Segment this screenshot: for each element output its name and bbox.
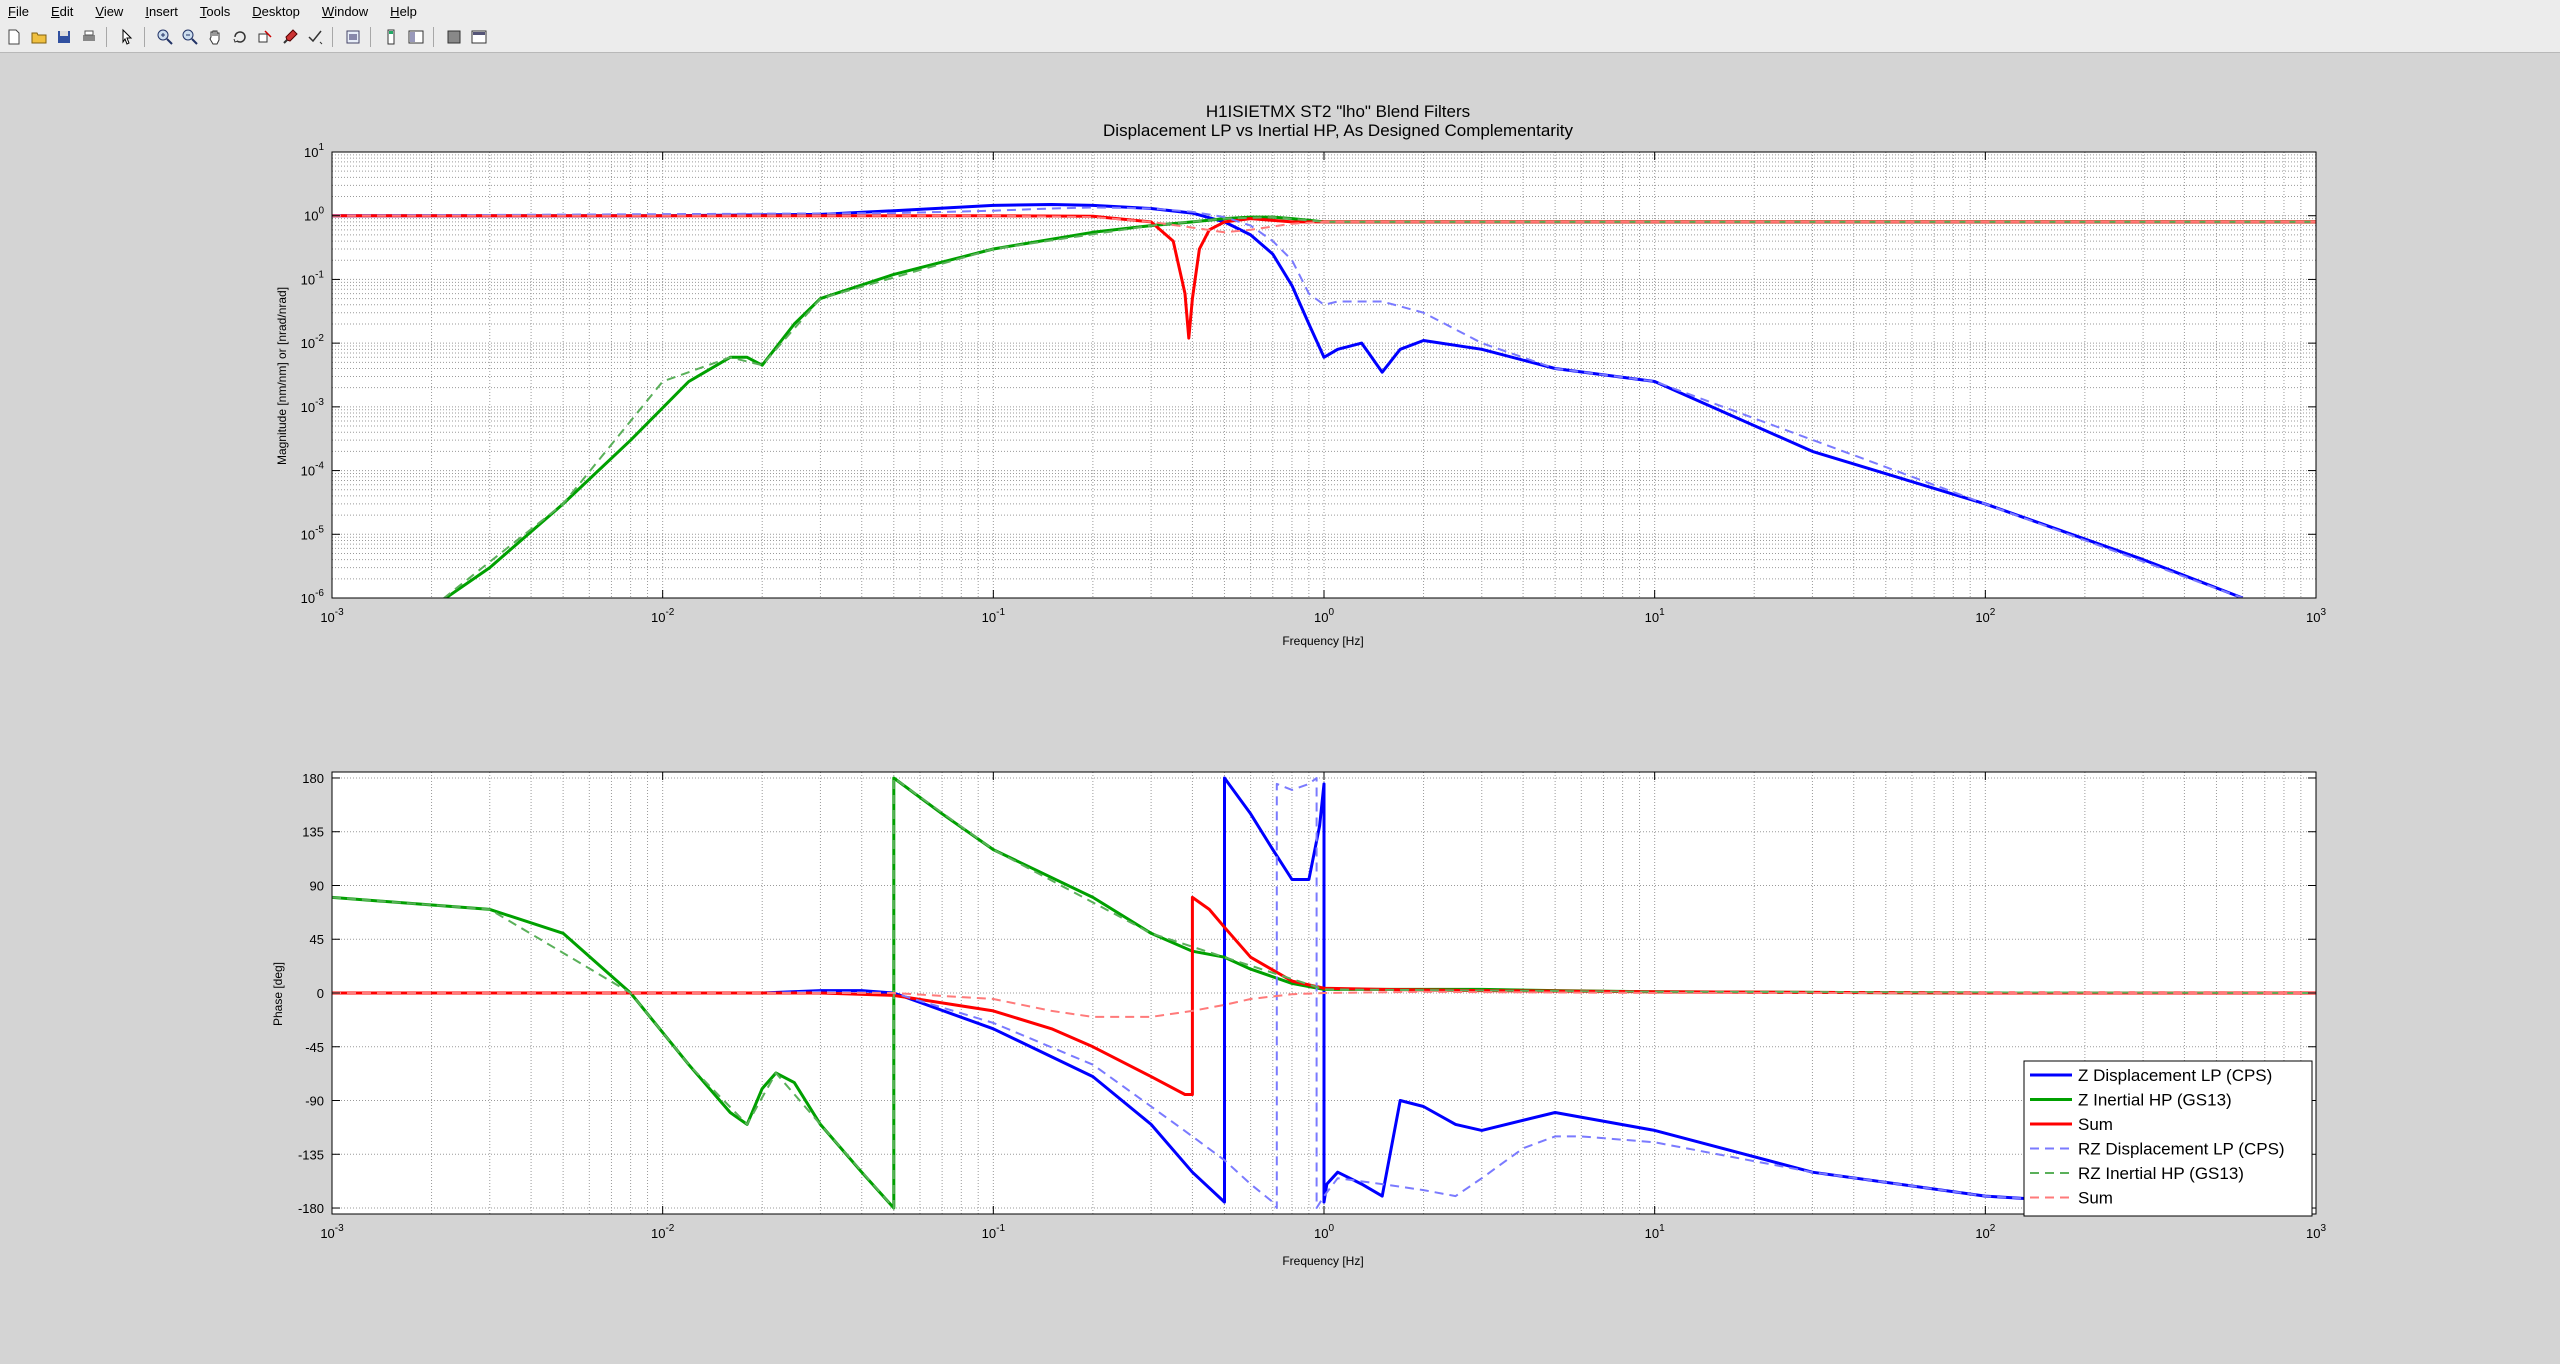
menu-desktop[interactable]: Desktop <box>252 3 300 19</box>
y-tick-label: 135 <box>302 825 324 840</box>
y-tick-label: 45 <box>310 932 324 947</box>
menu-edit[interactable]: Edit <box>50 3 74 19</box>
phase-x-label: Frequency [Hz] <box>1282 1254 1363 1268</box>
y-tick-label: -135 <box>298 1147 324 1162</box>
series-line-3 <box>332 777 2144 1209</box>
menu-window[interactable]: Window <box>321 3 369 19</box>
y-tick-label: 10-5 <box>301 524 325 542</box>
series-line-5 <box>332 990 2316 1018</box>
series-line-5 <box>332 214 2316 234</box>
magnitude-y-label: Magnitude [nm/nm] or [nrad/nrad] <box>275 287 289 465</box>
toolbar-separator <box>144 27 145 47</box>
x-tick-label: 100 <box>1314 607 1334 625</box>
x-tick-label: 101 <box>1645 1223 1665 1241</box>
y-tick-label: 10-1 <box>301 269 325 287</box>
figure-toolbar <box>0 22 2560 53</box>
edit-plot-arrow-icon[interactable] <box>116 26 138 48</box>
legend-box <box>2023 1060 2313 1217</box>
toolbar-separator <box>370 27 371 47</box>
x-tick-label: 10-3 <box>320 1223 344 1241</box>
menu-insert[interactable]: Insert <box>145 3 178 19</box>
toolbar-separator <box>332 27 333 47</box>
y-tick-label: 0 <box>317 986 324 1001</box>
y-tick-label: -45 <box>305 1040 324 1055</box>
y-tick-label: 10-4 <box>301 461 325 479</box>
x-tick-label: 10-1 <box>982 1223 1006 1241</box>
series-group <box>332 203 2316 598</box>
legend-entry: Z Displacement LP (CPS) <box>2078 1066 2272 1085</box>
menu-help[interactable]: Help <box>390 3 417 19</box>
phase-legend[interactable]: Z Displacement LP (CPS) Z Inertial HP (GS… <box>2023 1060 2313 1217</box>
menu-view[interactable]: View <box>95 3 124 19</box>
rotate-3d-icon[interactable] <box>229 26 251 48</box>
series-line-3 <box>332 206 2243 598</box>
legend-entry: RZ Displacement LP (CPS) <box>2078 1140 2285 1159</box>
x-tick-label: 10-2 <box>651 607 675 625</box>
series-group <box>332 776 2316 1210</box>
data-cursor-icon[interactable] <box>254 26 276 48</box>
menu-bar: File Edit View Insert Tools Desktop Wind… <box>0 0 2560 22</box>
series-line-4 <box>442 216 2316 598</box>
x-tick-label: 103 <box>2306 1223 2326 1241</box>
insert-colorbar-icon[interactable] <box>342 26 364 48</box>
series-line-4 <box>332 777 2316 1209</box>
save-icon[interactable] <box>53 26 75 48</box>
toolbar-separator <box>433 27 434 47</box>
y-tick-label: 90 <box>310 878 324 893</box>
y-tick-label: -90 <box>305 1094 324 1109</box>
y-tick-label: 10-2 <box>301 333 325 351</box>
new-figure-icon[interactable] <box>3 26 25 48</box>
phase-axes[interactable]: 10-3 10-2 10-1 100 101 102 103 -180 -135 -90 -45 0 4… <box>298 771 2326 1241</box>
legend-entry: Sum <box>2078 1115 2113 1134</box>
menu-file[interactable]: File <box>8 3 29 19</box>
y-tick-label: 10-3 <box>301 397 325 415</box>
y-tick-label: 100 <box>304 206 324 224</box>
x-tick-label: 103 <box>2306 607 2326 625</box>
dock-figure-icon[interactable] <box>468 26 490 48</box>
phase-y-label: Phase [deg] <box>271 962 285 1026</box>
pan-hand-icon[interactable] <box>204 26 226 48</box>
show-plot-tools-icon[interactable] <box>443 26 465 48</box>
series-line-0 <box>332 776 2144 1208</box>
toolbar-separator <box>106 27 107 47</box>
zoom-out-icon[interactable] <box>179 26 201 48</box>
chart-subtitle: Displacement LP vs Inertial HP, As Desig… <box>1103 121 1573 140</box>
x-tick-label: 101 <box>1645 607 1665 625</box>
y-tick-label: -180 <box>298 1201 324 1216</box>
print-icon[interactable] <box>78 26 100 48</box>
brush-icon[interactable] <box>279 26 301 48</box>
open-file-icon[interactable] <box>28 26 50 48</box>
zoom-in-icon[interactable] <box>154 26 176 48</box>
link-plot-icon[interactable] <box>304 26 326 48</box>
legend-entry: Z Inertial HP (GS13) <box>2078 1091 2232 1110</box>
x-tick-label: 100 <box>1314 1223 1334 1241</box>
chart-title: H1ISIETMX ST2 "lho" Blend Filters <box>1206 102 1470 121</box>
y-tick-label: 101 <box>304 142 324 160</box>
figure-canvas: H1ISIETMX ST2 "lho" Blend Filters Displa… <box>271 102 2327 1268</box>
x-tick-label: 10-1 <box>982 607 1006 625</box>
magnitude-x-label: Frequency [Hz] <box>1282 634 1363 648</box>
y-tick-label: 180 <box>302 771 324 786</box>
insert-legend-icon[interactable] <box>380 26 402 48</box>
y-tick-label: 10-6 <box>301 588 325 606</box>
x-tick-label: 102 <box>1975 607 1995 625</box>
legend-entry: RZ Inertial HP (GS13) <box>2078 1164 2244 1183</box>
x-tick-label: 102 <box>1975 1223 1995 1241</box>
hide-plot-tools-icon[interactable] <box>405 26 427 48</box>
menu-tools[interactable]: Tools <box>199 3 231 19</box>
x-tick-label: 10-2 <box>651 1223 675 1241</box>
magnitude-axes[interactable]: 10-3 10-2 10-1 100 101 102 103 10-6 10-5 10-4 10-3… <box>301 142 2327 625</box>
x-tick-label: 10-3 <box>320 607 344 625</box>
legend-entry: Sum <box>2078 1189 2113 1208</box>
